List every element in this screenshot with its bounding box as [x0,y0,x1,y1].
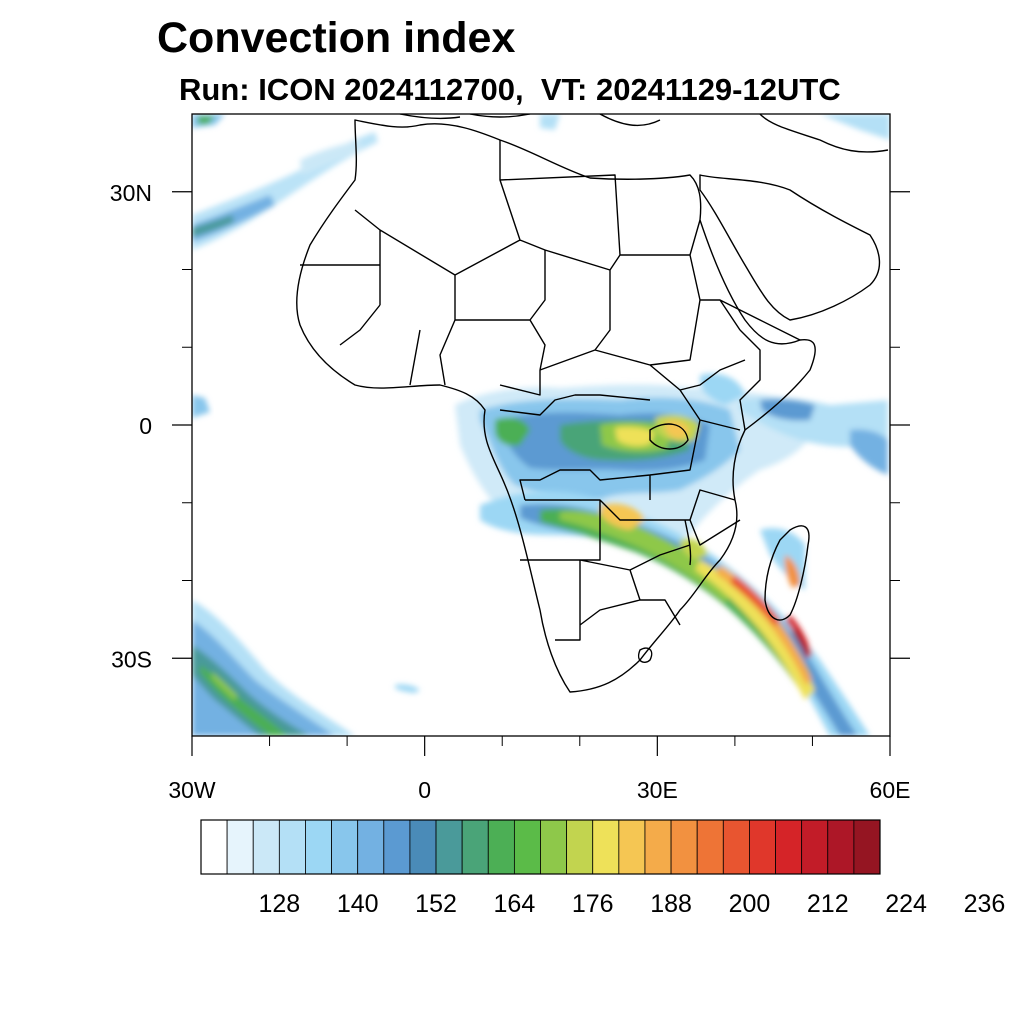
colorbar-label: 236 [964,890,1006,918]
colorbar-swatch [409,819,437,875]
colorbar-label: 200 [729,890,771,918]
colorbar: 128 140 152 164 176 188 200 212 224 236 [200,819,1006,918]
colorbar-swatch [801,819,829,875]
lon-tick-label: 0 [418,777,431,803]
colorbar-label: 188 [650,890,692,918]
colorbar-swatch [435,819,463,875]
colorbar-swatch [618,819,646,875]
colorbar-frame [200,819,881,875]
colorbar-swatch [305,819,332,875]
colorbar-swatch [331,819,359,875]
map-title: Convection index [157,14,516,62]
colorbar-swatch [566,819,594,875]
colorbar-swatch [513,819,541,875]
colorbar-label: 140 [337,890,379,918]
colorbar-label: 164 [494,890,536,918]
colorbar-swatch [722,819,750,875]
colorbar-swatch [461,819,489,875]
lon-tick-label: 30W [168,777,216,803]
colorbar-label: 128 [258,890,300,918]
colorbar-swatch [749,819,776,875]
colorbar-swatch [696,819,724,875]
colorbar-swatch [775,819,803,875]
colorbar-swatch [670,819,698,875]
colorbar-swatch [644,819,672,875]
lon-tick-label: 60E [870,777,911,803]
lon-tick-label: 30E [637,777,678,803]
colorbar-swatch [540,819,568,875]
lat-tick-label: 30N [110,180,152,206]
convection-field [192,114,890,736]
colorbar-swatch [252,819,280,875]
africa-borders [296,114,889,693]
colorbar-swatch [827,819,855,875]
colorbar-swatch [200,819,228,875]
colorbar-swatch [853,819,881,875]
colorbar-swatch [226,819,254,875]
lat-tick-label: 0 [139,413,152,439]
axes: 30W 0 30E 60E 30N 0 30S [110,180,911,803]
colorbar-swatch [357,819,385,875]
colorbar-swatch [383,819,411,875]
map-subtitle: Run: ICON 2024112700, VT: 20241129-12UTC [179,72,841,107]
colorbar-label: 176 [572,890,614,918]
colorbar-label: 224 [885,890,927,918]
colorbar-label: 152 [415,890,457,918]
colorbar-swatch [592,819,620,875]
lat-tick-label: 30S [111,646,152,672]
colorbar-swatch [487,819,515,875]
colorbar-swatch [278,819,306,875]
colorbar-label: 212 [807,890,849,918]
